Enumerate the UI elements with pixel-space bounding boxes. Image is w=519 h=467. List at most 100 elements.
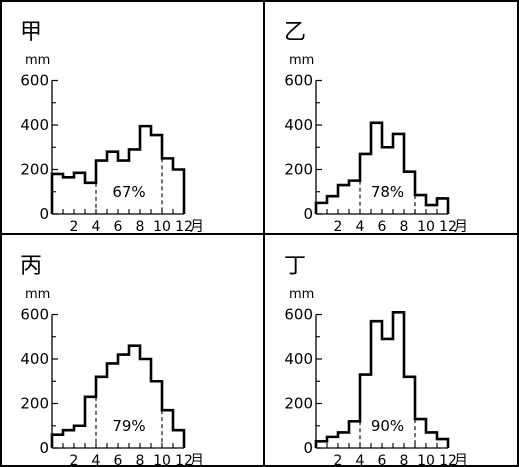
panel-label: 丙: [20, 254, 42, 279]
y-unit-label: mm: [25, 53, 50, 68]
x-unit-label: 月: [454, 453, 468, 467]
x-tick-label: 12: [439, 219, 457, 235]
x-tick-label: 4: [92, 453, 101, 467]
panel-1: 甲 mm 0 200 400 600 2 4 6 8 10 12月 67%: [20, 20, 204, 235]
x-tick-label: 2: [70, 453, 79, 467]
y-tick-label: 600: [20, 306, 49, 324]
x-tick-label: 6: [378, 219, 387, 235]
month-bar: [349, 421, 360, 448]
x-tick-label: 10: [417, 453, 435, 467]
month-bar: [437, 439, 448, 448]
percentage-annotation: 79%: [112, 417, 145, 435]
x-tick-label: 10: [417, 219, 435, 235]
y-tick-label: 400: [284, 350, 313, 368]
x-tick-label: 10: [153, 219, 171, 235]
month-bar: [360, 154, 371, 214]
plot-area: 0 200 400 600 2 4 6 8 10 12月 78%: [284, 72, 468, 236]
histogram-outline: [50, 344, 186, 448]
month-bar: [107, 363, 118, 448]
month-bar: [415, 195, 426, 214]
month-bar: [85, 183, 96, 214]
x-tick-label: 4: [356, 219, 365, 235]
month-bar: [173, 430, 184, 448]
month-bar: [426, 205, 437, 214]
y-tick-label: 200: [20, 161, 49, 179]
month-bar: [327, 437, 338, 448]
month-bar: [404, 377, 415, 448]
month-bar: [349, 181, 360, 214]
month-bar: [74, 173, 85, 214]
month-bar: [52, 174, 63, 214]
month-bar: [338, 185, 349, 214]
y-tick-label: 0: [39, 205, 49, 223]
x-unit-label: 月: [190, 219, 204, 235]
x-tick-label: 6: [114, 219, 123, 235]
x-tick-label: 6: [378, 453, 387, 467]
panel-label: 甲: [20, 20, 42, 45]
x-tick-label: 4: [356, 453, 365, 467]
x-tick-label: 8: [136, 219, 145, 235]
y-unit-label: mm: [289, 53, 314, 68]
x-tick-label: 12: [175, 219, 193, 235]
month-bar: [393, 134, 404, 214]
month-bar: [437, 198, 448, 214]
panel-4: 丁 mm 0 200 400 600 2 4 6 8 10 12月 90%: [284, 254, 468, 467]
month-bar: [327, 196, 338, 214]
month-bar: [426, 432, 437, 448]
y-unit-label: mm: [25, 287, 50, 302]
month-bar: [162, 158, 173, 214]
x-tick-label: 6: [114, 453, 123, 467]
month-bar: [85, 397, 96, 448]
panel-label: 丁: [284, 254, 306, 279]
y-tick-label: 600: [20, 72, 49, 90]
month-bar: [360, 375, 371, 448]
y-tick-label: 400: [20, 350, 49, 368]
y-tick-label: 600: [284, 72, 313, 90]
month-bar: [382, 147, 393, 214]
y-tick-label: 200: [284, 161, 313, 179]
x-tick-label: 2: [70, 219, 79, 235]
x-tick-label: 8: [400, 453, 409, 467]
month-bar: [63, 430, 74, 448]
x-tick-label: 2: [334, 453, 343, 467]
y-tick-label: 200: [20, 395, 49, 413]
panel-label: 乙: [284, 20, 306, 45]
x-tick-label: 8: [136, 453, 145, 467]
month-bar: [151, 381, 162, 448]
histogram-outline: [314, 310, 450, 448]
percentage-annotation: 67%: [112, 183, 145, 201]
month-bar: [162, 410, 173, 448]
y-unit-label: mm: [289, 287, 314, 302]
month-bar: [316, 203, 327, 214]
month-bar: [74, 426, 85, 448]
plot-area: 0 200 400 600 2 4 6 8 10 12月 90%: [284, 306, 468, 467]
y-tick-label: 0: [303, 205, 313, 223]
x-tick-label: 10: [153, 453, 171, 467]
month-bar: [338, 432, 349, 448]
percentage-annotation: 90%: [371, 417, 404, 435]
x-unit-label: 月: [190, 453, 204, 467]
x-tick-label: 4: [92, 219, 101, 235]
y-tick-label: 600: [284, 306, 313, 324]
y-tick-label: 400: [20, 116, 49, 134]
histogram-outline: [314, 121, 450, 214]
percentage-annotation: 78%: [371, 183, 404, 201]
x-tick-label: 12: [439, 453, 457, 467]
histogram-outline: [50, 124, 186, 214]
month-bar: [96, 377, 107, 448]
panel-3: 丙 mm 0 200 400 600 2 4 6 8 10 12月 79%: [20, 254, 204, 467]
month-bar: [52, 435, 63, 448]
plot-area: 0 200 400 600 2 4 6 8 10 12月 67%: [20, 72, 204, 236]
panel-2: 乙 mm 0 200 400 600 2 4 6 8 10 12月 78%: [284, 20, 468, 235]
month-bar: [96, 161, 107, 214]
y-tick-label: 0: [39, 439, 49, 457]
x-tick-label: 12: [175, 453, 193, 467]
x-tick-label: 8: [400, 219, 409, 235]
y-tick-label: 0: [303, 439, 313, 457]
y-tick-label: 400: [284, 116, 313, 134]
y-tick-label: 200: [284, 395, 313, 413]
month-bar: [63, 177, 74, 214]
month-bar: [415, 419, 426, 448]
